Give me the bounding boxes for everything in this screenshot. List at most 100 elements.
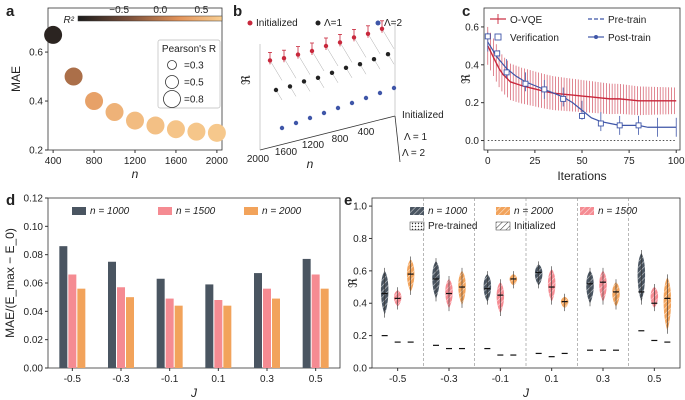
series-point [321,110,327,116]
x-tick-label: 50 [576,156,588,167]
bar [254,273,262,368]
x-axis-label: J [190,386,198,400]
series-point [293,120,299,126]
x-tick-label: 1200 [124,156,147,167]
size-legend-title: Pearson's R [162,44,216,55]
y-tick-label: 0.00 [24,364,44,375]
x-tick-label: -0.1 [161,374,179,385]
x-tick-label: 0.3 [596,374,610,385]
series-point [287,84,293,89]
series-point [379,26,385,31]
legend-marker [375,20,381,26]
size-legend-marker [167,60,177,70]
x-tick-label: 0.1 [211,374,225,385]
size-legend-entry: =0.8 [184,95,204,106]
series-point [323,43,329,49]
scatter-point [105,103,124,122]
y-tick-label: 1.0 [353,202,367,213]
x-tick-label: -0.3 [112,374,130,385]
legend-entry: n = 1000 [90,206,130,217]
n-tick-label: 1200 [302,140,325,151]
series-point [357,61,363,67]
y-tick-label: 0.6 [465,22,479,33]
x-tick-label: 100 [668,156,685,167]
verification-marker [597,120,604,127]
series-point [273,87,279,93]
bar [214,300,223,368]
series-point [377,90,383,96]
legend-marker [494,33,502,41]
legend-swatch-hatch [580,207,594,215]
colorbar [77,15,223,22]
x-tick-label: 0.5 [309,374,323,385]
panel-e-violin-plot: 0.0 0.2 0.4 0.6 0.8 1.0 -0.5 -0.3 -0.1 0.1 0.3 0.5 J… [346,197,681,400]
n-tick-label: 1600 [275,147,298,158]
x-axis-label: J [522,386,530,400]
x-tick-label: 0 [485,156,491,167]
panel-label-a: a [6,3,15,20]
n-tick-label: 2000 [247,154,270,165]
panel-a-scatter: 0.2 0.4 0.6 400 800 1200 1600 2000 n MAE R² −0.5 0.0… [9,5,228,181]
legend-entry: n = 1500 [176,206,216,217]
scatter-point [146,116,165,135]
scatter-point [207,123,226,142]
size-legend-entry: =0.3 [184,61,204,72]
bar [272,298,280,368]
bar [223,305,232,368]
y-tick-label: 0.4 [353,299,367,310]
axis-n [259,115,396,151]
drop-line [325,45,339,67]
legend-entry: n = 1000 [428,206,468,217]
legend-marker [594,35,598,39]
colorbar-tick-label: 0.5 [194,5,208,16]
n-tick-label: 400 [358,127,375,138]
verification-marker [541,86,548,93]
legend-entry: Initialized [256,18,298,29]
panel-label-c: c [462,3,470,20]
legend-entry: Verification [510,33,559,44]
legend-swatch [244,207,258,215]
drop-line [283,58,297,79]
legend-swatch-hatch [496,207,510,215]
bar [263,288,271,368]
legend-swatch-pretrained [409,221,425,231]
bar [108,261,116,368]
y-tick-label: 0.4 [465,60,479,71]
bar [311,274,320,368]
bar [117,287,125,368]
x-axis-label: Iterations [557,169,606,183]
colorbar-tick-label: −0.5 [109,5,129,16]
verification-marker [484,33,491,40]
size-legend-entry: =0.5 [184,78,204,89]
verification-marker [635,122,642,129]
verification-marker [579,112,585,119]
y-axis-label: MAE/(E_max − E_0) [3,228,17,338]
colorbar-tick-label: 0.0 [153,5,167,16]
scatter-point [85,92,104,111]
panel-label-d: d [6,192,15,209]
colorbar-label: R² [63,15,74,26]
y-axis-label: ℜ [346,278,360,288]
y-tick-label: 0.2 [465,98,479,109]
y-tick-label: 0.0 [353,364,367,375]
bar [174,305,183,368]
size-legend-marker [163,90,181,108]
scatter-point [44,25,63,44]
x-tick-label: 1600 [165,156,188,167]
x-tick-label: -0.5 [389,374,407,385]
n-tick-label: 800 [332,134,349,145]
y-axis-label: MAE [9,66,23,92]
series-point [307,115,313,121]
y-tick-label: 0.4 [29,97,43,108]
x-tick-label: 25 [529,156,541,167]
scatter-point [166,120,185,139]
scatter-point [187,122,206,141]
legend-entry: Pre-train [608,15,646,26]
y-tick-label: 0.12 [24,194,44,205]
legend-swatch-initialized [495,221,511,231]
y-tick-label: 0.0 [465,136,479,147]
legend-entry: Initialized [514,221,556,232]
x-tick-label: 0.3 [260,374,274,385]
size-legend-marker [165,75,179,89]
x-tick-label: 0.1 [545,374,559,385]
